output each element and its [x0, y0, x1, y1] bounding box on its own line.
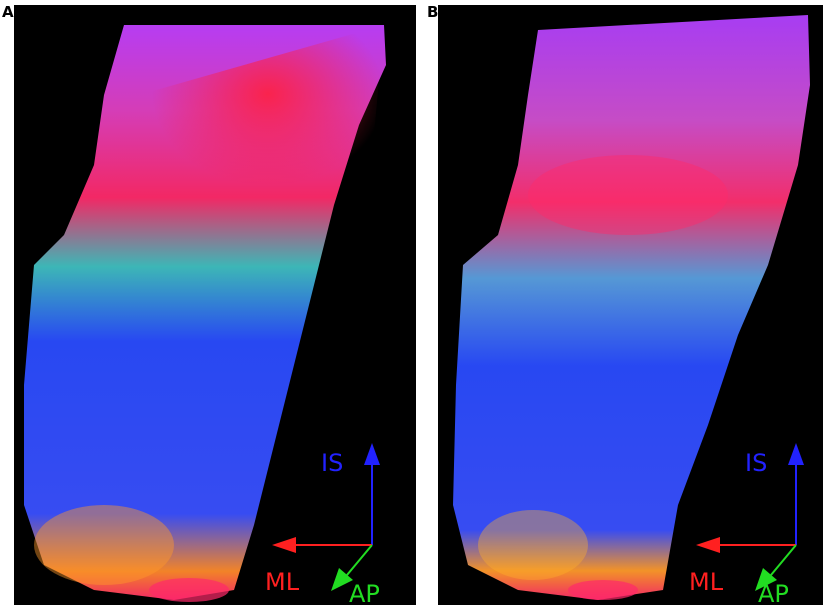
panel-b-is-label: IS [745, 449, 768, 477]
is-arrow-icon [364, 443, 380, 465]
panel-b-fiber-render [453, 15, 810, 600]
panel-a-is-label: IS [321, 449, 344, 477]
panel-a-ap-label: AP [349, 580, 380, 605]
panel-b-ap-label: AP [758, 580, 789, 605]
panel-a-fiber-render [24, 25, 386, 602]
ml-arrow-icon [696, 537, 720, 553]
is-arrow-icon [788, 443, 804, 465]
panel-a-red-highlight [94, 25, 384, 255]
panel-a-tractography-image: IS ML AP [14, 5, 416, 605]
ap-arrow-icon [331, 568, 353, 591]
panel-b-fiber-bundle [453, 15, 810, 600]
ml-arrow-icon [272, 537, 296, 553]
panel-b-tractography-image: IS ML AP [438, 5, 823, 605]
panel-a-letter: A [2, 3, 14, 21]
panel-a-base-highlight [34, 505, 174, 585]
panel-b-axis-glyph [696, 443, 804, 591]
ap-arrow-icon [755, 568, 777, 591]
panel-b-letter: B [427, 3, 439, 21]
panel-b-ml-label: ML [689, 568, 724, 596]
panel-a-axis-glyph [272, 443, 380, 591]
panel-b-base-highlight [478, 510, 588, 580]
panel-a-ml-label: ML [265, 568, 300, 596]
